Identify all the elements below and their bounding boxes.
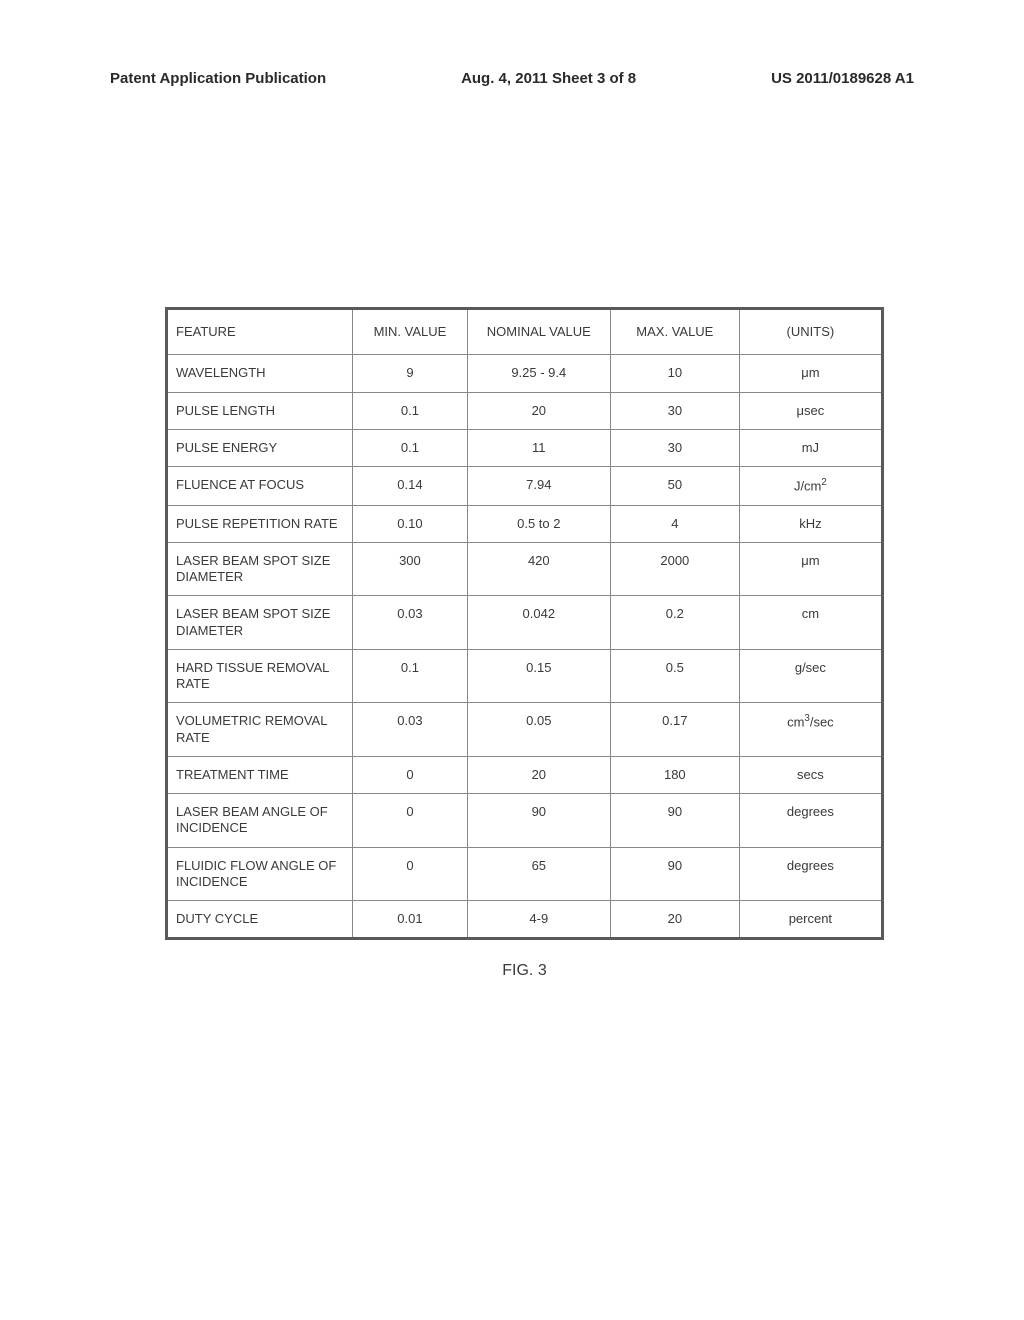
parameters-table-wrap: FEATUREMIN. VALUENOMINAL VALUEMAX. VALUE…	[165, 307, 884, 980]
table-cell: 10	[610, 355, 739, 392]
table-cell: LASER BEAM ANGLE OF INCIDENCE	[167, 794, 353, 848]
table-cell: 0.1	[353, 392, 468, 429]
table-row: LASER BEAM SPOT SIZE DIAMETER0.030.0420.…	[167, 596, 883, 650]
table-cell: 30	[610, 429, 739, 466]
table-cell: PULSE REPETITION RATE	[167, 505, 353, 542]
table-cell: 0.5	[610, 649, 739, 703]
table-cell: kHz	[739, 505, 882, 542]
header-left: Patent Application Publication	[110, 70, 326, 87]
table-row: TREATMENT TIME020180secs	[167, 756, 883, 793]
table-cell: 0.1	[353, 649, 468, 703]
table-cell: 0.05	[467, 703, 610, 757]
table-cell: 0.15	[467, 649, 610, 703]
table-cell: FLUIDIC FLOW ANGLE OF INCIDENCE	[167, 847, 353, 901]
table-row: PULSE ENERGY0.11130mJ	[167, 429, 883, 466]
table-cell: 9.25 - 9.4	[467, 355, 610, 392]
table-cell: PULSE LENGTH	[167, 392, 353, 429]
table-cell: 30	[610, 392, 739, 429]
table-cell: 90	[610, 794, 739, 848]
table-cell: μm	[739, 355, 882, 392]
parameters-table: FEATUREMIN. VALUENOMINAL VALUEMAX. VALUE…	[165, 307, 884, 940]
column-header: MIN. VALUE	[353, 309, 468, 355]
table-row: FLUENCE AT FOCUS0.147.9450J/cm2	[167, 467, 883, 506]
table-cell: 9	[353, 355, 468, 392]
table-cell: 20	[467, 392, 610, 429]
table-cell: DUTY CYCLE	[167, 901, 353, 939]
table-cell: μsec	[739, 392, 882, 429]
table-cell: 0	[353, 847, 468, 901]
table-row: HARD TISSUE REMOVAL RATE0.10.150.5g/sec	[167, 649, 883, 703]
table-cell: μm	[739, 542, 882, 596]
table-row: LASER BEAM ANGLE OF INCIDENCE09090degree…	[167, 794, 883, 848]
table-cell: LASER BEAM SPOT SIZE DIAMETER	[167, 596, 353, 650]
table-cell: J/cm2	[739, 467, 882, 506]
table-cell: PULSE ENERGY	[167, 429, 353, 466]
header-right: US 2011/0189628 A1	[771, 70, 914, 87]
table-cell: 7.94	[467, 467, 610, 506]
table-cell: 4-9	[467, 901, 610, 939]
table-cell: 0.14	[353, 467, 468, 506]
column-header: FEATURE	[167, 309, 353, 355]
table-cell: 90	[467, 794, 610, 848]
table-row: FLUIDIC FLOW ANGLE OF INCIDENCE06590degr…	[167, 847, 883, 901]
table-cell: mJ	[739, 429, 882, 466]
table-cell: WAVELENGTH	[167, 355, 353, 392]
table-header-row: FEATUREMIN. VALUENOMINAL VALUEMAX. VALUE…	[167, 309, 883, 355]
table-cell: 0.2	[610, 596, 739, 650]
table-cell: 300	[353, 542, 468, 596]
table-cell: LASER BEAM SPOT SIZE DIAMETER	[167, 542, 353, 596]
table-cell: 0.042	[467, 596, 610, 650]
table-cell: 65	[467, 847, 610, 901]
table-cell: 0.1	[353, 429, 468, 466]
page-header: Patent Application Publication Aug. 4, 2…	[0, 0, 1024, 87]
table-cell: g/sec	[739, 649, 882, 703]
table-cell: 2000	[610, 542, 739, 596]
table-cell: 0.5 to 2	[467, 505, 610, 542]
table-cell: cm	[739, 596, 882, 650]
table-cell: 0.03	[353, 596, 468, 650]
table-cell: 20	[610, 901, 739, 939]
figure-caption: FIG. 3	[165, 962, 884, 980]
table-cell: secs	[739, 756, 882, 793]
table-cell: cm3/sec	[739, 703, 882, 757]
table-cell: degrees	[739, 794, 882, 848]
table-cell: 4	[610, 505, 739, 542]
table-cell: FLUENCE AT FOCUS	[167, 467, 353, 506]
table-cell: 0.17	[610, 703, 739, 757]
column-header: (UNITS)	[739, 309, 882, 355]
table-row: DUTY CYCLE0.014-920percent	[167, 901, 883, 939]
table-cell: 20	[467, 756, 610, 793]
column-header: NOMINAL VALUE	[467, 309, 610, 355]
table-cell: 180	[610, 756, 739, 793]
table-row: LASER BEAM SPOT SIZE DIAMETER3004202000μ…	[167, 542, 883, 596]
table-cell: HARD TISSUE REMOVAL RATE	[167, 649, 353, 703]
table-cell: 0	[353, 794, 468, 848]
table-cell: 0.01	[353, 901, 468, 939]
table-row: VOLUMETRIC REMOVAL RATE0.030.050.17cm3/s…	[167, 703, 883, 757]
table-cell: percent	[739, 901, 882, 939]
table-cell: degrees	[739, 847, 882, 901]
table-cell: 0.10	[353, 505, 468, 542]
table-body: WAVELENGTH99.25 - 9.410μmPULSE LENGTH0.1…	[167, 355, 883, 939]
table-cell: 90	[610, 847, 739, 901]
table-cell: 11	[467, 429, 610, 466]
table-cell: 0.03	[353, 703, 468, 757]
table-cell: 50	[610, 467, 739, 506]
header-center: Aug. 4, 2011 Sheet 3 of 8	[461, 70, 636, 87]
table-cell: 0	[353, 756, 468, 793]
table-cell: 420	[467, 542, 610, 596]
table-row: PULSE REPETITION RATE0.100.5 to 24kHz	[167, 505, 883, 542]
table-cell: TREATMENT TIME	[167, 756, 353, 793]
table-cell: VOLUMETRIC REMOVAL RATE	[167, 703, 353, 757]
table-row: PULSE LENGTH0.12030μsec	[167, 392, 883, 429]
column-header: MAX. VALUE	[610, 309, 739, 355]
table-row: WAVELENGTH99.25 - 9.410μm	[167, 355, 883, 392]
